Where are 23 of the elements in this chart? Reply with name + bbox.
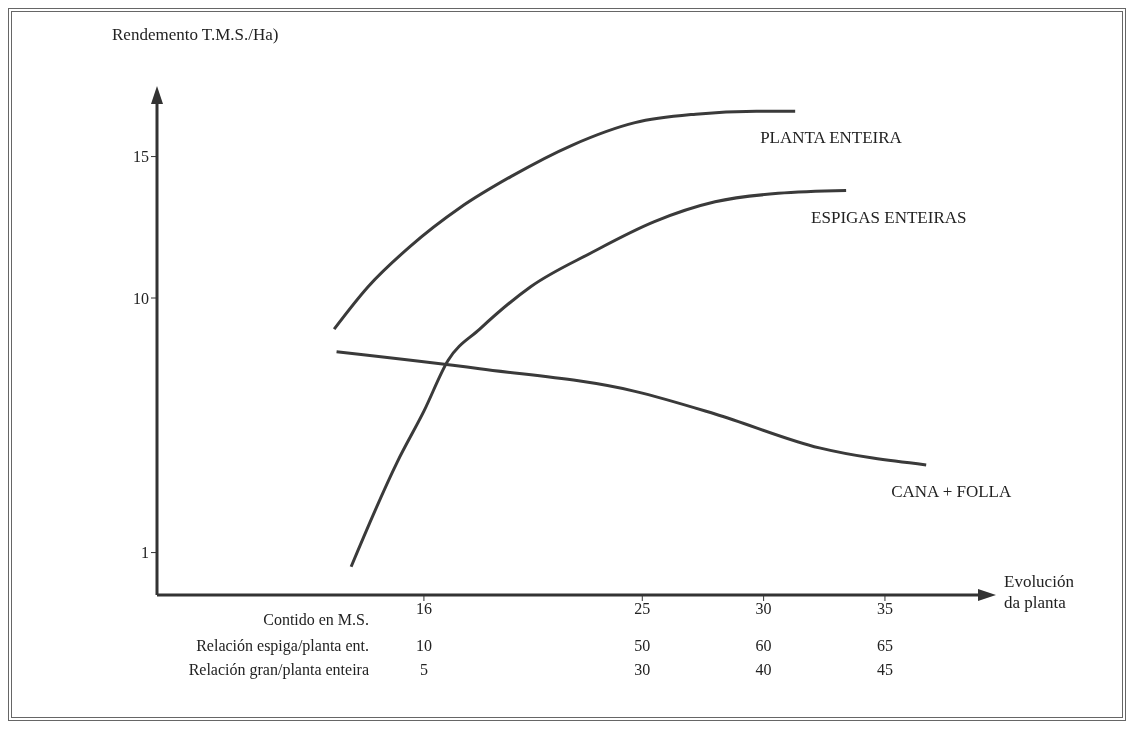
text: 30 bbox=[634, 661, 651, 678]
text: Evolución da planta bbox=[1004, 572, 1075, 612]
x-axis-title: Contido en M.S. bbox=[263, 611, 369, 628]
series-label: PLANTA ENTEIRA bbox=[760, 128, 903, 148]
y-tick-label: 1 bbox=[141, 544, 149, 562]
series-label: ESPIGAS ENTEIRAS bbox=[811, 207, 967, 227]
text: 40 bbox=[755, 661, 772, 678]
x-tick-label: 30 bbox=[755, 600, 772, 618]
text: 45 bbox=[876, 661, 893, 678]
x-tick-label: 25 bbox=[634, 600, 651, 618]
text: 10 bbox=[415, 637, 432, 654]
text: 5 bbox=[419, 661, 428, 678]
y-tick-label: 10 bbox=[133, 289, 149, 307]
series-label: CANA + FOLLA bbox=[891, 481, 1013, 501]
x-tick-label: 16 bbox=[415, 600, 432, 618]
y-tick-label: 15 bbox=[133, 148, 149, 166]
y-axis-title: Rendemento T.M.S./Ha) bbox=[112, 25, 279, 44]
text: 65 bbox=[876, 637, 893, 654]
text: Relación gran/planta enteira bbox=[188, 661, 369, 679]
text: 60 bbox=[755, 637, 772, 654]
x-tick-label: 35 bbox=[876, 600, 893, 618]
text: 50 bbox=[634, 637, 651, 654]
text: Relación espiga/planta ent. bbox=[196, 637, 369, 655]
